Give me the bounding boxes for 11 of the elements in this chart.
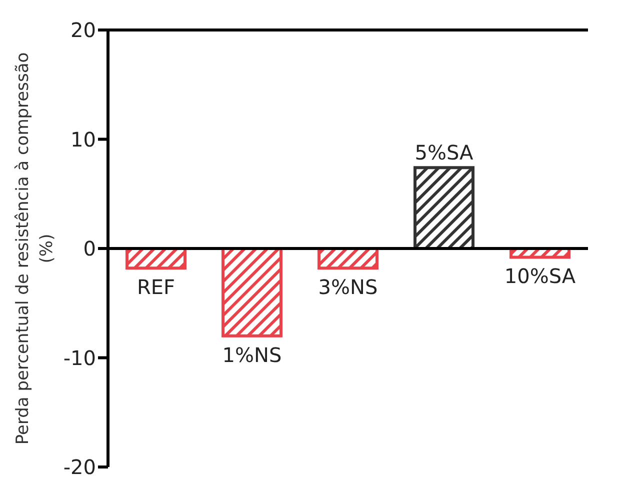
- x-tick-label: 1%NS: [222, 342, 282, 367]
- x-tick-label: 5%SA: [414, 140, 474, 165]
- x-tick-label: 10%SA: [504, 264, 576, 288]
- x-tick-label: 3%NS: [318, 275, 378, 300]
- x-tick-label: REF: [136, 275, 176, 300]
- y-tick-label: 10: [70, 127, 96, 152]
- y-tick-label: 20: [70, 18, 96, 42]
- y-axis-title: Perda percentual de resistência à compressão (%): [13, 52, 57, 445]
- y-tick-label: -20: [63, 455, 96, 480]
- y-tick-label: -10: [63, 346, 96, 370]
- y-tick-label: 0: [83, 236, 96, 261]
